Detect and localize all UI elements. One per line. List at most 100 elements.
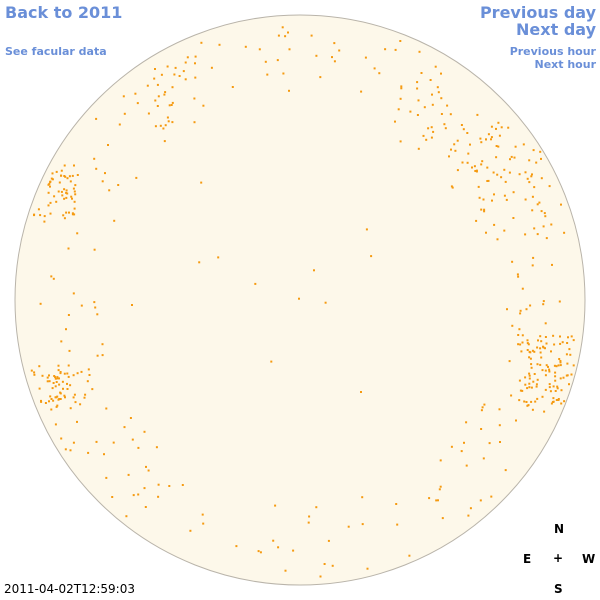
facula-pixel (76, 420, 78, 423)
facula-pixel (526, 339, 529, 342)
facula-pixel (63, 175, 66, 177)
facula-pixel (310, 34, 313, 37)
facula-pixel (57, 190, 60, 193)
facula-pixel (159, 124, 162, 127)
facula-pixel (174, 66, 177, 69)
facula-pixel (450, 185, 453, 188)
facula-pixel (59, 372, 62, 375)
facula-pixel (194, 76, 197, 79)
facula-pixel (91, 388, 94, 391)
facula-pixel (539, 347, 542, 350)
facula-pixel (331, 564, 334, 567)
facula-pixel (52, 277, 55, 280)
facula-pixel (108, 189, 111, 192)
facula-pixel (162, 127, 165, 130)
facula-pixel (60, 169, 63, 172)
facula-pixel (562, 376, 565, 379)
facula-pixel (559, 364, 562, 367)
facula-pixel (33, 213, 36, 216)
facula-pixel (460, 450, 463, 453)
facula-pixel (33, 371, 36, 374)
facula-pixel (467, 152, 470, 155)
facula-pixel (52, 399, 55, 402)
next-hour-link[interactable]: Next hour (534, 58, 597, 71)
facula-pixel (48, 380, 51, 383)
compass-south-label: S (554, 582, 563, 596)
facula-pixel (66, 372, 69, 375)
facula-pixel (536, 203, 539, 206)
facula-pixel (565, 374, 568, 377)
facula-pixel (480, 141, 483, 144)
facula-pixel (547, 365, 549, 368)
facula-pixel (528, 159, 531, 162)
facula-pixel (55, 200, 58, 203)
facula-pixel (157, 95, 160, 98)
previous-hour-link[interactable]: Previous hour (509, 45, 596, 58)
back-to-year-link[interactable]: Back to 2011 (5, 3, 123, 22)
facula-pixel (69, 384, 72, 387)
facula-pixel (456, 139, 459, 142)
facula-pixel (453, 143, 456, 146)
facula-pixel (72, 441, 75, 444)
facula-pixel (437, 91, 440, 94)
facula-pixel (63, 188, 66, 191)
facula-pixel (163, 93, 166, 96)
facula-pixel (535, 385, 538, 388)
facula-pixel (284, 569, 287, 572)
facula-pixel (536, 378, 539, 381)
facula-pixel (422, 134, 425, 137)
facula-pixel (282, 72, 285, 75)
facula-pixel (479, 499, 482, 502)
facula-pixel (166, 116, 169, 119)
facula-pixel (76, 174, 79, 176)
facula-pixel (65, 196, 68, 199)
facula-pixel (51, 387, 54, 390)
facula-pixel (463, 441, 465, 444)
facula-pixel (435, 499, 438, 502)
facula-pixel (449, 113, 452, 116)
facula-pixel (532, 256, 535, 259)
facula-pixel (366, 567, 369, 570)
facula-pixel (257, 550, 260, 553)
facula-pixel (364, 56, 367, 59)
facula-pixel (67, 314, 70, 316)
previous-day-link[interactable]: Previous day (479, 3, 596, 22)
facula-pixel (60, 437, 63, 440)
facula-pixel (135, 176, 138, 179)
facula-pixel (504, 180, 507, 183)
facula-pixel (428, 497, 431, 500)
facula-pixel (396, 523, 399, 526)
facula-pixel (347, 525, 350, 528)
facula-pixel (498, 424, 501, 427)
facula-pixel (66, 177, 69, 180)
facula-pixel (384, 48, 387, 51)
facula-pixel (136, 102, 139, 105)
facula-pixel (276, 59, 279, 62)
facula-pixel (565, 353, 568, 356)
next-day-link[interactable]: Next day (516, 20, 596, 39)
facula-pixel (526, 342, 529, 345)
facula-pixel (550, 223, 553, 226)
facula-pixel (58, 383, 61, 386)
facula-pixel (485, 138, 487, 141)
facula-pixel (80, 370, 83, 373)
facula-pixel (64, 396, 66, 399)
facula-pixel (80, 304, 83, 307)
facula-pixel (551, 401, 554, 403)
facula-pixel (67, 364, 70, 367)
facula-pixel (277, 546, 280, 549)
facula-pixel (277, 34, 280, 37)
facula-pixel (525, 401, 528, 403)
facula-pixel (417, 99, 420, 102)
facula-pixel (184, 78, 187, 81)
facula-pixel (73, 164, 75, 167)
facula-pixel (497, 145, 500, 148)
facula-pixel (171, 121, 174, 124)
facula-pixel (524, 376, 527, 379)
see-facular-data-link[interactable]: See facular data (5, 45, 107, 58)
facula-pixel (528, 377, 531, 380)
facula-pixel (503, 229, 506, 232)
facula-pixel (469, 507, 472, 510)
facula-pixel (244, 45, 247, 48)
facula-pixel (541, 369, 544, 372)
